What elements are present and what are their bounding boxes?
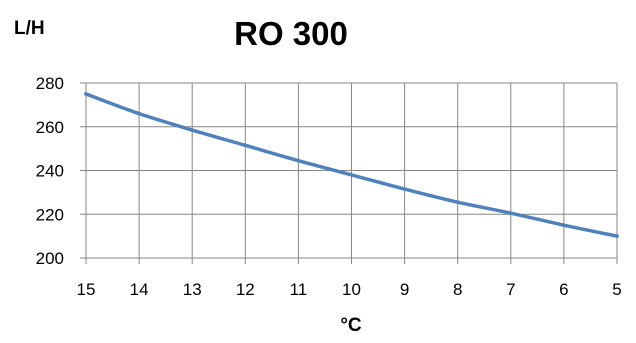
x-axis-label: °C (340, 315, 362, 336)
x-tick-label: 14 (130, 280, 149, 299)
series-layer (84, 92, 619, 238)
x-tick-label: 13 (183, 280, 202, 299)
x-tick-label: 15 (77, 280, 96, 299)
data-point (137, 111, 141, 116)
x-tick-label: 5 (612, 280, 621, 299)
y-axis-label: L/H (14, 18, 45, 39)
chart-title: RO 300 (234, 15, 348, 52)
data-point (296, 158, 301, 163)
data-point (349, 173, 354, 177)
x-tick-label: 7 (506, 280, 515, 299)
x-tick-label: 12 (236, 280, 255, 299)
x-tick-label: 10 (342, 280, 361, 299)
data-point (402, 187, 407, 191)
x-tick-label: 9 (400, 280, 409, 299)
x-tick-label: 11 (290, 280, 308, 299)
data-point (243, 143, 248, 148)
grid (80, 82, 618, 264)
y-tick-label: 280 (36, 74, 64, 93)
data-point (455, 200, 460, 205)
data-point (190, 128, 194, 132)
x-tick-label: 8 (453, 280, 462, 299)
y-tick-label: 200 (36, 249, 64, 268)
x-tick-label: 6 (559, 280, 568, 299)
data-point (615, 234, 619, 238)
data-point (562, 223, 566, 227)
data-point (509, 211, 513, 215)
tick-labels: 280 260 240 220 200 15 14 13 12 11 10 9 8 7 6 5 (36, 74, 622, 299)
y-tick-label: 220 (36, 205, 64, 224)
y-tick-label: 260 (36, 118, 64, 137)
y-tick-label: 240 (36, 162, 64, 181)
data-point (84, 92, 88, 96)
